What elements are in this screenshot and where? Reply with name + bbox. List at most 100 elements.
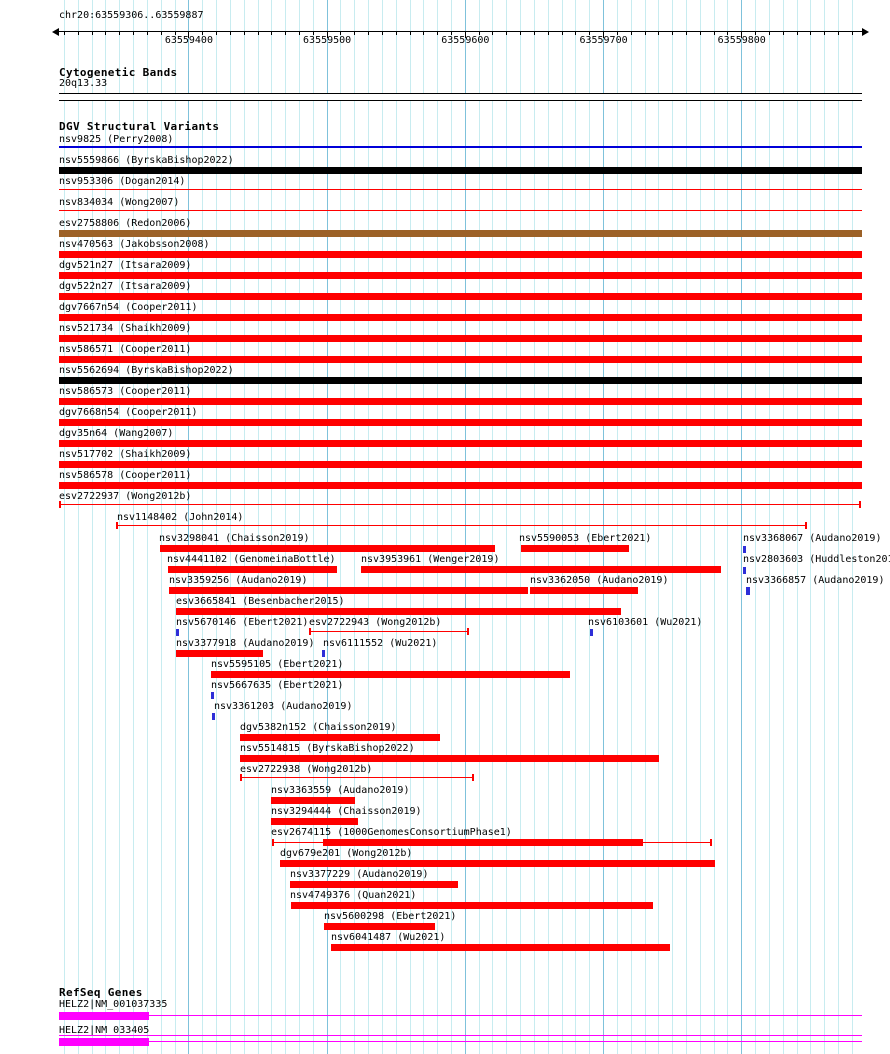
variant-tick[interactable]	[176, 629, 179, 636]
variant-label[interactable]: nsv5590053 (Ebert2021)	[519, 533, 652, 544]
variant-bar[interactable]	[59, 293, 862, 300]
variant-tick[interactable]	[212, 713, 215, 720]
variant-label[interactable]: nsv586571 (Cooper2011)	[59, 344, 192, 355]
variant-bar[interactable]	[280, 860, 715, 867]
variant-label[interactable]: esv2722943 (Wong2012b)	[309, 617, 442, 628]
variant-bar[interactable]	[59, 335, 862, 342]
variant-label[interactable]: nsv470563 (Jakobsson2008)	[59, 239, 210, 250]
variant-bar[interactable]	[59, 377, 862, 384]
variant-range-cap[interactable]	[467, 628, 469, 635]
variant-tick[interactable]	[743, 546, 746, 553]
variant-bar[interactable]	[324, 923, 435, 930]
variant-label[interactable]: dgv521n27 (Itsara2009)	[59, 260, 192, 271]
variant-label[interactable]: esv2722938 (Wong2012b)	[240, 764, 373, 775]
gene-line[interactable]	[149, 1015, 862, 1016]
variant-bar[interactable]	[271, 797, 355, 804]
variant-bar[interactable]	[323, 839, 643, 846]
variant-label[interactable]: nsv1148402 (John2014)	[117, 512, 244, 523]
variant-label[interactable]: nsv3377229 (Audano2019)	[290, 869, 429, 880]
variant-label[interactable]: esv3665841 (Besenbacher2015)	[176, 596, 345, 607]
variant-label[interactable]: dgv7667n54 (Cooper2011)	[59, 302, 198, 313]
variant-label[interactable]: nsv9825 (Perry2008)	[59, 134, 174, 145]
variant-bar[interactable]	[240, 755, 659, 762]
variant-range-line[interactable]	[310, 631, 468, 632]
variant-label[interactable]: nsv3294444 (Chaisson2019)	[271, 806, 422, 817]
variant-bar[interactable]	[168, 566, 337, 573]
variant-label[interactable]: nsv5562694 (ByrskaBishop2022)	[59, 365, 234, 376]
variant-range-cap[interactable]	[805, 522, 807, 529]
variant-label[interactable]: nsv4749376 (Quan2021)	[290, 890, 417, 901]
variant-label[interactable]: nsv3362050 (Audano2019)	[530, 575, 669, 586]
gene-exon[interactable]	[59, 1012, 149, 1020]
variant-label[interactable]: nsv3377918 (Audano2019)	[176, 638, 315, 649]
variant-label[interactable]: nsv3366857 (Audano2019)	[746, 575, 885, 586]
band-label[interactable]: 20q13.33	[59, 78, 108, 89]
variant-range-cap[interactable]	[859, 501, 861, 508]
variant-label[interactable]: nsv834034 (Wong2007)	[59, 197, 180, 208]
variant-label[interactable]: nsv586573 (Cooper2011)	[59, 386, 192, 397]
variant-bar[interactable]	[331, 944, 670, 951]
variant-label[interactable]: nsv6111552 (Wu2021)	[323, 638, 438, 649]
gene-label[interactable]: HELZ2|NM_033405	[59, 1025, 150, 1036]
variant-range-cap[interactable]	[272, 839, 274, 846]
variant-label[interactable]: dgv522n27 (Itsara2009)	[59, 281, 192, 292]
variant-bar[interactable]	[176, 608, 621, 615]
variant-tick[interactable]	[590, 629, 593, 636]
variant-bar[interactable]	[59, 230, 862, 237]
variant-bar[interactable]	[291, 902, 653, 909]
variant-bar[interactable]	[59, 356, 862, 363]
variant-bar[interactable]	[240, 734, 440, 741]
variant-range-line[interactable]	[241, 777, 473, 778]
variant-label[interactable]: nsv3368067 (Audano2019)	[743, 533, 882, 544]
variant-range-cap[interactable]	[309, 628, 311, 635]
gene-exon[interactable]	[59, 1038, 149, 1046]
variant-label[interactable]: nsv5667635 (Ebert2021)	[211, 680, 344, 691]
variant-range-line[interactable]	[117, 525, 806, 526]
variant-label[interactable]: esv2758806 (Redon2006)	[59, 218, 192, 229]
variant-label[interactable]: nsv3361203 (Audano2019)	[214, 701, 353, 712]
gene-line[interactable]	[59, 1035, 862, 1036]
variant-label[interactable]: nsv5595105 (Ebert2021)	[211, 659, 344, 670]
variant-label[interactable]: nsv3359256 (Audano2019)	[169, 575, 308, 586]
variant-label[interactable]: nsv5670146 (Ebert2021)	[176, 617, 309, 628]
variant-label[interactable]: nsv5559866 (ByrskaBishop2022)	[59, 155, 234, 166]
variant-bar[interactable]	[59, 251, 862, 258]
variant-line[interactable]	[59, 189, 862, 190]
variant-label[interactable]: nsv2803603 (Huddleston2016)	[743, 554, 890, 565]
variant-bar[interactable]	[59, 398, 862, 405]
variant-range-cap[interactable]	[240, 774, 242, 781]
variant-label[interactable]: dgv35n64 (Wang2007)	[59, 428, 174, 439]
variant-label[interactable]: nsv6103601 (Wu2021)	[588, 617, 703, 628]
variant-line[interactable]	[59, 146, 862, 148]
variant-label[interactable]: nsv3298041 (Chaisson2019)	[159, 533, 310, 544]
variant-label[interactable]: nsv3953961 (Wenger2019)	[361, 554, 500, 565]
variant-tick[interactable]	[211, 692, 214, 699]
variant-bar[interactable]	[59, 440, 862, 447]
variant-label[interactable]: nsv953306 (Dogan2014)	[59, 176, 186, 187]
variant-range-cap[interactable]	[710, 839, 712, 846]
variant-tick[interactable]	[743, 567, 746, 574]
variant-label[interactable]: esv2674115 (1000GenomesConsortiumPhase1)	[271, 827, 512, 838]
variant-label[interactable]: nsv586578 (Cooper2011)	[59, 470, 192, 481]
variant-bar[interactable]	[211, 671, 570, 678]
variant-bar[interactable]	[59, 419, 862, 426]
variant-bar[interactable]	[59, 272, 862, 279]
variant-label[interactable]: dgv5382n152 (Chaisson2019)	[240, 722, 397, 733]
variant-bar[interactable]	[59, 314, 862, 321]
band-box[interactable]	[59, 93, 862, 101]
variant-bar[interactable]	[521, 545, 629, 552]
variant-bar[interactable]	[530, 587, 638, 594]
variant-label[interactable]: nsv4441102 (GenomeinaBottle)	[167, 554, 336, 565]
variant-bar[interactable]	[59, 167, 862, 174]
variant-bar[interactable]	[169, 587, 528, 594]
variant-label[interactable]: dgv7668n54 (Cooper2011)	[59, 407, 198, 418]
variant-label[interactable]: nsv517702 (Shaikh2009)	[59, 449, 192, 460]
variant-label[interactable]: nsv5514815 (ByrskaBishop2022)	[240, 743, 415, 754]
variant-range-cap[interactable]	[472, 774, 474, 781]
variant-label[interactable]: dgv679e201 (Wong2012b)	[280, 848, 413, 859]
variant-bar[interactable]	[160, 545, 495, 552]
variant-range-line[interactable]	[60, 504, 860, 505]
gene-line[interactable]	[149, 1041, 862, 1042]
variant-bar[interactable]	[176, 650, 263, 657]
variant-label[interactable]: nsv5600298 (Ebert2021)	[324, 911, 457, 922]
